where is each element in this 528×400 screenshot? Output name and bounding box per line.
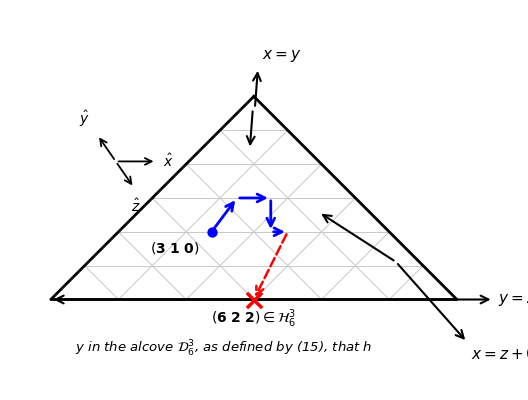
Text: $y = z$: $y = z$ bbox=[497, 292, 528, 308]
Text: $(\mathbf{3\ 1\ 0})$: $(\mathbf{3\ 1\ 0})$ bbox=[150, 240, 200, 256]
Text: $\hat{y}$: $\hat{y}$ bbox=[79, 109, 89, 129]
Text: $\hat{x}$: $\hat{x}$ bbox=[164, 153, 174, 170]
Text: $(\mathbf{6\ 2\ 2}) \in \mathcal{H}_6^3$: $(\mathbf{6\ 2\ 2}) \in \mathcal{H}_6^3$ bbox=[211, 308, 297, 330]
Point bbox=[208, 229, 216, 235]
Text: y in the alcove $\mathcal{D}_6^3$, as defined by (15), that h: y in the alcove $\mathcal{D}_6^3$, as de… bbox=[74, 339, 372, 359]
Point bbox=[250, 296, 258, 303]
Text: $x = y$: $x = y$ bbox=[262, 48, 301, 64]
Text: $x = z + 6$: $x = z + 6$ bbox=[471, 346, 528, 362]
Text: $\hat{z}$: $\hat{z}$ bbox=[131, 198, 141, 215]
